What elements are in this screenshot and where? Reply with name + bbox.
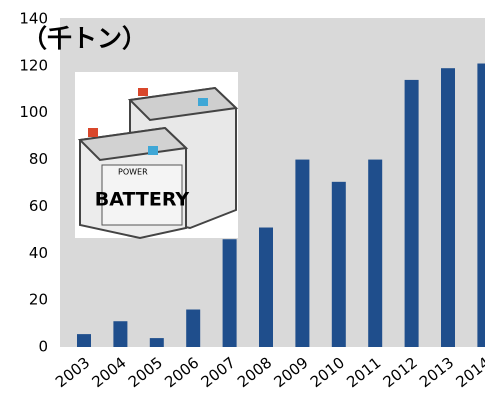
x-tick-label: 2013 [416,354,457,392]
y-tick-label: 120 [19,56,48,74]
bar [259,228,273,347]
x-tick-label: 2007 [198,354,239,392]
bar [223,239,237,347]
y-tick-label: 20 [29,291,48,309]
y-tick-label: 80 [29,150,48,168]
x-tick-label: 2014 [452,354,485,392]
x-tick-label: 2011 [343,354,384,392]
x-tick-label: 2009 [270,354,311,392]
x-tick-label: 2010 [307,354,348,392]
bar [295,160,309,347]
y-tick-label: 0 [38,338,48,356]
x-tick-label: 2004 [88,354,129,392]
bar [150,338,164,347]
bar [332,182,346,347]
bar [113,321,127,347]
x-tick-label: 2012 [380,354,421,392]
chart-subtitle: （千トン） [22,24,147,53]
bar [405,80,419,347]
y-tick-label: 100 [19,103,48,121]
x-tick-label: 2005 [125,354,166,392]
bar [477,64,485,347]
chart: 2003200420052006200720082009201020112012… [0,0,485,402]
battery-illustration: POWER BATTERY [75,72,238,238]
y-tick-label: 40 [29,244,48,262]
bar [77,334,91,347]
illustration-label: BATTERY [95,189,190,211]
bar [441,68,455,347]
page: {"chart_data": {"type": "bar", "subtitle… [0,0,485,402]
y-tick-label: 60 [29,197,48,215]
bar [186,310,200,347]
x-tick-label: 2008 [234,354,275,392]
illustration-label: POWER [118,168,148,177]
x-tick-label: 2006 [161,354,202,392]
bar [368,160,382,347]
x-tick-label: 2003 [52,354,93,392]
